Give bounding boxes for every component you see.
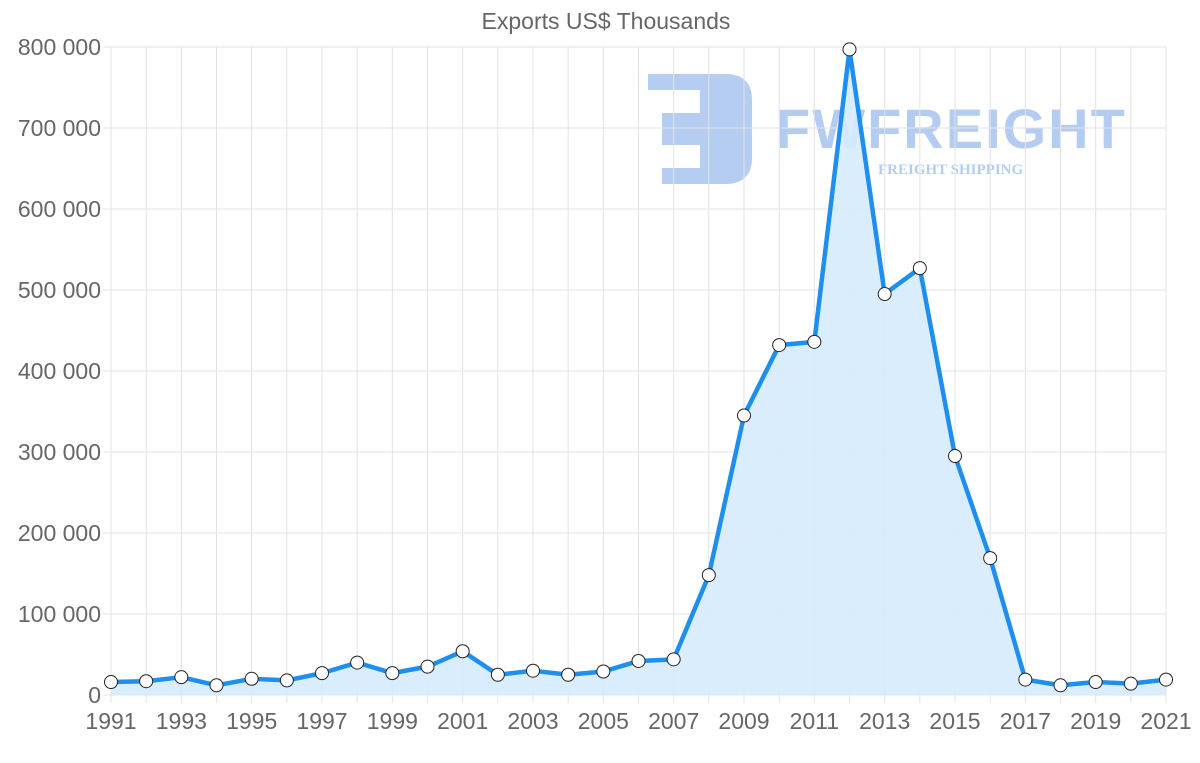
- data-point[interactable]: [1018, 672, 1033, 687]
- data-point[interactable]: [631, 653, 646, 668]
- x-tick-label: 2005: [578, 708, 629, 734]
- y-tick-label: 600 000: [18, 196, 101, 222]
- data-point[interactable]: [807, 334, 822, 349]
- data-point[interactable]: [526, 663, 540, 678]
- data-point[interactable]: [772, 338, 787, 353]
- y-tick-label: 500 000: [18, 277, 101, 303]
- data-point[interactable]: [490, 667, 505, 682]
- y-tick-label: 400 000: [18, 358, 101, 384]
- data-point[interactable]: [1053, 678, 1068, 693]
- data-point[interactable]: [315, 666, 329, 681]
- x-tick-label: 2001: [437, 708, 488, 734]
- x-tick-label: 2021: [1140, 708, 1191, 734]
- watermark-tagline-text: FREIGHT SHIPPING: [878, 162, 1023, 178]
- x-axis-labels: 1991 1993 1995 1997 1999 2001 2003 2005 2007 2009…: [85, 708, 1191, 734]
- x-tick-label: 1999: [367, 708, 418, 734]
- x-tick-label: 2019: [1070, 708, 1121, 734]
- x-tick-label: 2017: [1000, 708, 1051, 734]
- data-point[interactable]: [1088, 675, 1103, 690]
- data-point[interactable]: [139, 674, 154, 689]
- data-point[interactable]: [912, 261, 927, 276]
- data-point[interactable]: [983, 551, 998, 566]
- data-points: [104, 42, 1173, 693]
- x-tick-label: 1995: [226, 708, 277, 734]
- data-point[interactable]: [842, 42, 857, 57]
- y-tick-label: 200 000: [18, 520, 101, 546]
- data-point[interactable]: [1159, 672, 1173, 687]
- area-fill-shape: [111, 49, 1166, 696]
- data-point[interactable]: [737, 408, 751, 423]
- y-tick-label: 300 000: [18, 439, 101, 465]
- x-tick-label: 1993: [156, 708, 207, 734]
- y-tick-label: 0: [88, 682, 101, 708]
- logo-mark-icon: [648, 74, 752, 184]
- area-fill: [111, 49, 1166, 696]
- x-tick-label: 1991: [85, 708, 136, 734]
- y-tick-label: 700 000: [18, 115, 101, 141]
- data-point[interactable]: [279, 673, 294, 688]
- x-tick-label: 1997: [296, 708, 347, 734]
- data-point[interactable]: [877, 287, 892, 302]
- data-point[interactable]: [561, 667, 576, 682]
- data-point[interactable]: [666, 652, 681, 667]
- data-point[interactable]: [948, 449, 962, 464]
- data-point[interactable]: [385, 666, 400, 681]
- data-point[interactable]: [420, 659, 435, 674]
- y-tick-label: 800 000: [18, 34, 101, 60]
- x-tick-label: 2011: [790, 708, 839, 734]
- chart-title: Exports US$ Thousands: [481, 8, 731, 34]
- data-point[interactable]: [209, 678, 224, 693]
- x-tick-label: 2007: [648, 708, 699, 734]
- x-tick-label: 2013: [859, 708, 910, 734]
- x-tick-label: 2003: [507, 708, 558, 734]
- data-point[interactable]: [596, 664, 611, 679]
- data-point[interactable]: [455, 644, 470, 659]
- y-axis-labels: 0 100 000 200 000 300 000 400 000 500 000 600 …: [18, 34, 101, 708]
- data-point[interactable]: [174, 670, 189, 685]
- data-point[interactable]: [701, 568, 716, 583]
- data-point[interactable]: [1123, 676, 1138, 691]
- data-point[interactable]: [244, 671, 259, 686]
- x-tick-label: 2009: [718, 708, 769, 734]
- x-tick-label: 2015: [929, 708, 980, 734]
- data-point[interactable]: [104, 675, 118, 690]
- y-tick-label: 100 000: [18, 601, 101, 627]
- data-point[interactable]: [350, 655, 365, 670]
- fwfreight-watermark-logo: FWFREIGHT FREIGHT SHIPPING: [648, 74, 1125, 184]
